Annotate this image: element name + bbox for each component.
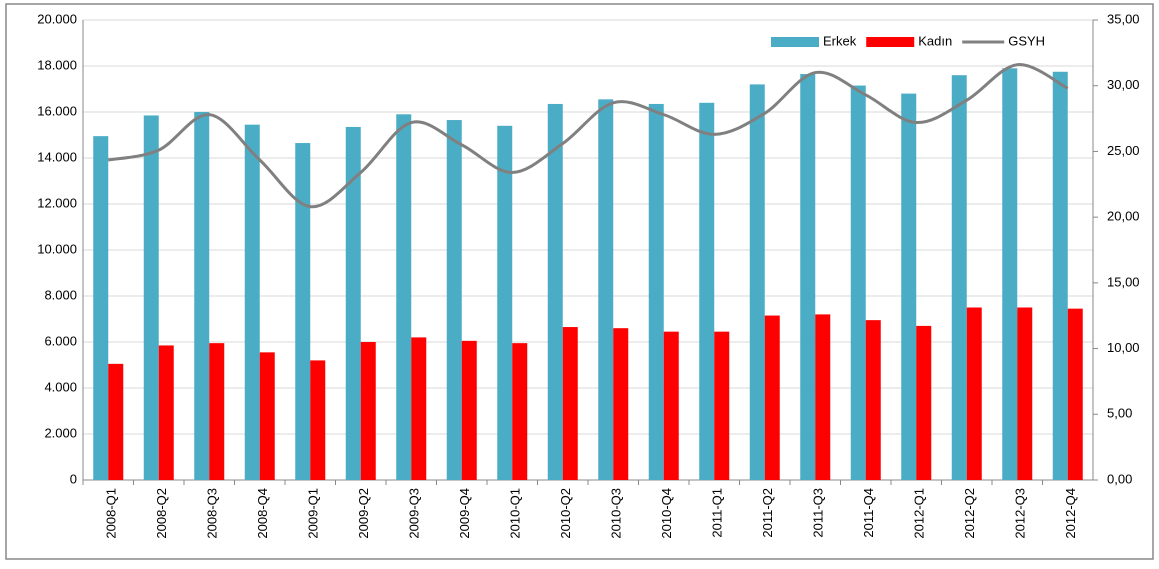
y2-tick-label: 20,00: [1107, 209, 1140, 224]
bar: [108, 363, 124, 480]
legend-label: Kadın: [918, 33, 952, 48]
x-tick-label: 2010-Q1: [508, 488, 523, 539]
x-tick-label: 2012-Q1: [912, 488, 927, 539]
x-tick-label: 2009-Q1: [306, 488, 321, 539]
bar: [512, 343, 528, 480]
bar: [497, 125, 513, 481]
y-tick-label: 10.000: [37, 241, 77, 256]
bar: [1052, 71, 1068, 480]
x-tick-label: 2008-Q1: [104, 488, 119, 539]
x-tick-label: 2012-Q3: [1013, 488, 1028, 539]
bar: [598, 99, 614, 480]
bar: [158, 345, 174, 480]
bar: [865, 320, 881, 480]
x-tick-label: 2010-Q4: [659, 488, 674, 539]
bar: [699, 102, 715, 481]
y-tick-label: 16.000: [37, 103, 77, 118]
bar: [1002, 68, 1018, 481]
y-tick-label: 18.000: [37, 57, 77, 72]
bar: [143, 115, 159, 480]
bar: [663, 331, 679, 480]
bar: [461, 340, 477, 480]
y-tick-label: 8.000: [44, 287, 77, 302]
y2-tick-label: 35,00: [1107, 11, 1140, 26]
bar: [951, 75, 967, 480]
x-tick-label: 2009-Q3: [407, 488, 422, 539]
bar: [396, 114, 412, 481]
legend-label: GSYH: [1008, 33, 1045, 48]
bar: [360, 342, 376, 480]
y-tick-label: 6.000: [44, 333, 77, 348]
x-tick-label: 2008-Q4: [255, 488, 270, 539]
x-tick-label: 2009-Q4: [457, 488, 472, 539]
bar: [966, 307, 982, 480]
bar: [901, 93, 917, 480]
bar: [1067, 308, 1083, 480]
bar: [613, 328, 629, 480]
x-tick-label: 2010-Q3: [609, 488, 624, 539]
bar: [310, 360, 326, 480]
bar: [800, 74, 816, 481]
legend-swatch: [771, 37, 819, 47]
y-tick-label: 20.000: [37, 11, 77, 26]
y2-tick-label: 5,00: [1107, 406, 1132, 421]
bar: [562, 327, 578, 480]
bar: [93, 136, 109, 480]
x-tick-label: 2011-Q4: [861, 488, 876, 538]
bar: [749, 84, 765, 481]
x-tick-label: 2011-Q1: [710, 488, 725, 538]
x-tick-label: 2011-Q3: [811, 488, 826, 538]
x-tick-label: 2010-Q2: [558, 488, 573, 539]
bar: [850, 85, 866, 481]
y-tick-label: 12.000: [37, 195, 77, 210]
y-tick-label: 2.000: [44, 425, 77, 440]
line: [107, 63, 1069, 209]
y-tick-label: 14.000: [37, 149, 77, 164]
bar: [345, 126, 361, 480]
legend-swatch: [866, 37, 915, 47]
x-tick-label: 2011-Q2: [760, 488, 775, 538]
bar: [547, 103, 563, 480]
y2-tick-label: 30,00: [1107, 77, 1140, 92]
legend-label: Erkek: [823, 33, 857, 48]
y-tick-label: 4.000: [44, 379, 77, 394]
x-tick-label: 2008-Q2: [154, 488, 169, 539]
y2-tick-label: 25,00: [1107, 143, 1140, 158]
bar: [209, 343, 225, 480]
bar: [244, 124, 260, 481]
bar: [259, 352, 275, 480]
x-tick-label: 2008-Q3: [205, 488, 220, 539]
x-tick-label: 2012-Q4: [1063, 488, 1078, 539]
bar: [194, 112, 210, 480]
bar: [1017, 307, 1033, 480]
y-tick-label: 0: [70, 471, 77, 486]
bar: [916, 325, 932, 480]
x-tick-label: 2012-Q2: [962, 488, 977, 539]
bar: [295, 143, 311, 481]
bar: [411, 337, 427, 480]
y2-tick-label: 10,00: [1107, 340, 1140, 355]
x-tick-label: 2009-Q2: [356, 488, 371, 539]
bar: [648, 103, 664, 480]
bar: [815, 314, 831, 480]
bar: [714, 331, 730, 480]
y2-tick-label: 0,00: [1107, 471, 1132, 486]
y2-tick-label: 15,00: [1107, 274, 1140, 289]
bar: [446, 120, 462, 481]
bar: [764, 315, 780, 480]
